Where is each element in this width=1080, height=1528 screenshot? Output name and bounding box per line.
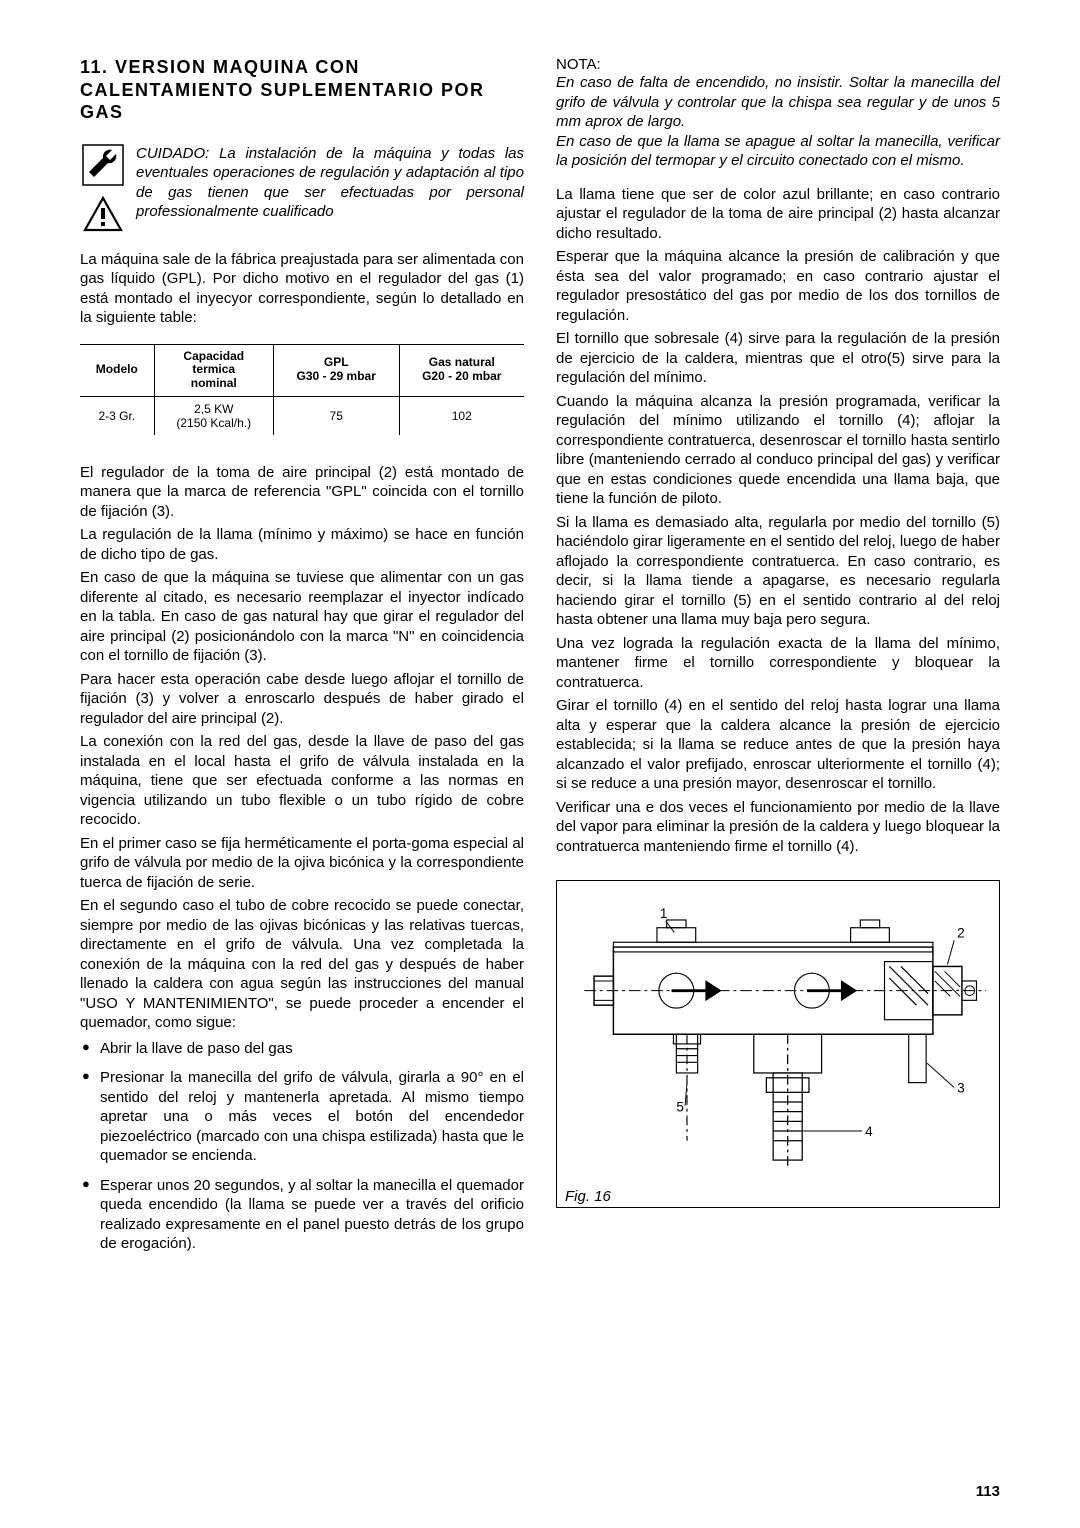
caution-text: CUIDADO: La instalación de la máquina y … [136, 144, 524, 232]
warning-icon [83, 196, 123, 232]
left-p3: En caso de que la máquina se tuviese que… [80, 568, 524, 666]
fig-label-3: 3 [957, 1080, 965, 1095]
fig-caption: Fig. 16 [565, 1188, 991, 1205]
right-p7: Girar el tornillo (4) en el sentido del … [556, 696, 1000, 794]
nota-block: En caso de falta de encendido, no insist… [556, 73, 1000, 171]
left-intro-p: La máquina sale de la fábrica preajustad… [80, 250, 524, 328]
list-item: Abrir la llave de paso del gas [80, 1039, 524, 1059]
gas-regulator-diagram: 1 2 3 4 5 [565, 889, 991, 1179]
nota-label: NOTA: [556, 56, 1000, 73]
right-p1: La llama tiene que ser de color azul bri… [556, 185, 1000, 244]
fig-label-5: 5 [676, 1100, 684, 1115]
left-p6: En el primer caso se fija herméticamente… [80, 834, 524, 893]
th-model: Modelo [80, 344, 154, 396]
left-p4: Para hacer esta operación cabe desde lue… [80, 670, 524, 729]
gas-table: Modelo Capacidadtermicanominal GPLG30 - … [80, 344, 524, 435]
left-p5: La conexión con la red del gas, desde la… [80, 732, 524, 830]
fig-label-1: 1 [660, 906, 668, 921]
table-row: 2-3 Gr. 2,5 KW(2150 Kcal/h.) 75 102 [80, 396, 524, 435]
td-model: 2-3 Gr. [80, 396, 154, 435]
right-p8: Verificar una e dos veces el funcionamie… [556, 798, 1000, 857]
td-capacity: 2,5 KW(2150 Kcal/h.) [154, 396, 273, 435]
list-item: Esperar unos 20 segundos, y al soltar la… [80, 1176, 524, 1254]
left-p1: El regulador de la toma de aire principa… [80, 463, 524, 522]
left-column: 11. VERSION MAQUINA CON CALENTAMIENTO SU… [80, 56, 524, 1264]
left-intro: La máquina sale de la fábrica preajustad… [80, 250, 524, 328]
td-gpl: 75 [273, 396, 399, 435]
right-body: La llama tiene que ser de color azul bri… [556, 185, 1000, 857]
th-natural: Gas naturalG20 - 20 mbar [399, 344, 524, 396]
caution-icons [80, 144, 126, 232]
left-p2: La regulación de la llama (mínimo y máxi… [80, 525, 524, 564]
right-p5: Si la llama es demasiado alta, regularla… [556, 513, 1000, 630]
th-capacity: Capacidadtermicanominal [154, 344, 273, 396]
td-natural: 102 [399, 396, 524, 435]
right-p2: Esperar que la máquina alcance la presió… [556, 247, 1000, 325]
left-body: El regulador de la toma de aire principa… [80, 463, 524, 1033]
wrench-icon [82, 144, 124, 186]
bullet-list: Abrir la llave de paso del gas Presionar… [80, 1039, 524, 1254]
nota2: En caso de que la llama se apague al sol… [556, 133, 1000, 170]
right-column: NOTA: En caso de falta de encendido, no … [556, 56, 1000, 1264]
fig-label-2: 2 [957, 925, 965, 940]
right-p3: El tornillo que sobresale (4) sirve para… [556, 329, 1000, 388]
figure-16: 1 2 3 4 5 Fig. 16 [556, 880, 1000, 1208]
page-number: 113 [976, 1483, 1000, 1500]
nota1: En caso de falta de encendido, no insist… [556, 74, 1000, 130]
right-p4: Cuando la máquina alcanza la presión pro… [556, 392, 1000, 509]
fig-label-4: 4 [865, 1124, 873, 1139]
section-heading: 11. VERSION MAQUINA CON CALENTAMIENTO SU… [80, 56, 524, 124]
right-p6: Una vez lograda la regulación exacta de … [556, 634, 1000, 693]
left-p7: En el segundo caso el tubo de cobre reco… [80, 896, 524, 1033]
th-gpl: GPLG30 - 29 mbar [273, 344, 399, 396]
list-item: Presionar la manecilla del grifo de válv… [80, 1068, 524, 1166]
caution-block: CUIDADO: La instalación de la máquina y … [80, 144, 524, 232]
